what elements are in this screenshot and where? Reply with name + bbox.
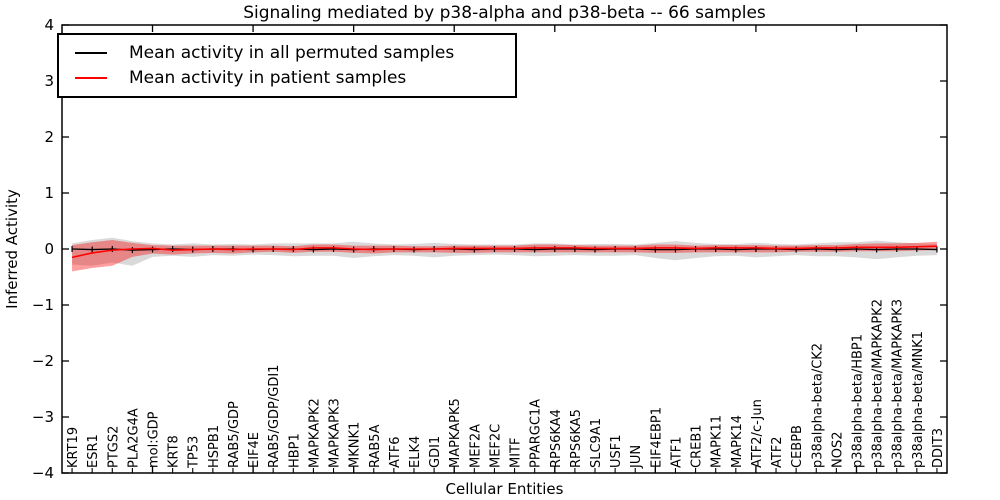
x-tick-label: ATF1	[669, 436, 684, 468]
x-tick-label: EIF4EBP1	[649, 407, 664, 468]
legend: Mean activity in all permuted samples Me…	[57, 33, 517, 98]
x-tick-label: USF1	[609, 434, 624, 468]
legend-line-permuted-icon	[75, 51, 107, 54]
x-tick-label: RPS6KA4	[549, 409, 564, 468]
x-tick-label: HBP1	[287, 433, 302, 468]
legend-item-permuted: Mean activity in all permuted samples	[59, 40, 515, 66]
chart-title: Signaling mediated by p38-alpha and p38-…	[243, 3, 766, 23]
y-tick-label: −3	[32, 408, 54, 426]
y-tick-label: 4	[44, 16, 54, 34]
x-tick-label: ELK4	[408, 436, 423, 468]
x-tick-label: NOS2	[830, 432, 845, 468]
legend-item-patient: Mean activity in patient samples	[59, 66, 515, 92]
y-tick-label: −1	[32, 296, 54, 314]
y-tick-label: 0	[44, 240, 54, 258]
x-tick-label: MEF2A	[468, 424, 483, 468]
x-tick-label: ATF2/c-Jun	[750, 399, 765, 468]
x-tick-label: mol:GDP	[147, 411, 162, 468]
x-tick-label: PTGS2	[106, 426, 121, 468]
x-tick-label: HSPB1	[207, 425, 222, 468]
x-tick-label: GDI1	[428, 436, 443, 468]
x-tick-label: TP53	[187, 436, 202, 469]
x-tick-label: p38alpha-beta/CK2	[810, 343, 825, 468]
x-tick-label: CEBPB	[790, 425, 805, 468]
legend-label-permuted: Mean activity in all permuted samples	[129, 42, 455, 63]
x-tick-label: RAB5/GDP	[227, 401, 242, 468]
x-tick-label: MAPK11	[710, 415, 725, 468]
y-tick-label: −4	[32, 464, 54, 482]
x-tick-label: RPS6KA5	[569, 409, 584, 468]
x-tick-label: p38alpha-beta/MNK1	[911, 331, 926, 468]
x-tick-label: ATF6	[388, 436, 403, 468]
y-tick-label: 1	[44, 184, 54, 202]
x-tick-label: EIF4E	[247, 432, 262, 468]
x-tick-label: DDIT3	[931, 428, 946, 468]
confidence-band-0	[72, 237, 937, 266]
x-tick-label: p38alpha-beta/HBP1	[850, 334, 865, 468]
x-axis-label: Cellular Entities	[445, 480, 564, 498]
x-tick-label: JUN	[629, 445, 644, 469]
x-tick-label: p38alpha-beta/MAPKAPK3	[891, 299, 906, 468]
x-tick-label: PPARGC1A	[529, 399, 544, 468]
x-tick-label: ESR1	[86, 434, 101, 468]
x-tick-label: CREB1	[690, 424, 705, 468]
x-tick-label: MEF2C	[488, 424, 503, 468]
y-tick-label: −2	[32, 352, 54, 370]
x-tick-label: MITF	[509, 438, 524, 468]
x-tick-label: RAB5/GDP/GDI1	[267, 365, 282, 468]
x-tick-label: MAPK14	[730, 415, 745, 468]
x-tick-label: KRT8	[167, 435, 182, 468]
x-tick-label: PLA2G4A	[126, 408, 141, 468]
x-tick-label: MAPKAPK5	[448, 398, 463, 468]
x-tick-label: ATF2	[770, 436, 785, 468]
x-tick-label: SLC9A1	[589, 418, 604, 468]
x-tick-label: MAPKAPK2	[307, 398, 322, 468]
x-tick-label: MAPKAPK3	[328, 398, 343, 468]
mean-line-1	[71, 245, 937, 259]
x-tick-label: p38alpha-beta/MAPKAPK2	[871, 299, 886, 468]
x-tick-label: MKNK1	[348, 422, 363, 468]
legend-label-patient: Mean activity in patient samples	[129, 68, 407, 89]
y-tick-label: 3	[44, 72, 54, 90]
x-tick-label: KRT19	[66, 427, 81, 468]
y-tick-label: 2	[44, 128, 54, 146]
x-tick-label: RAB5A	[368, 424, 383, 468]
legend-line-patient-icon	[75, 77, 107, 80]
